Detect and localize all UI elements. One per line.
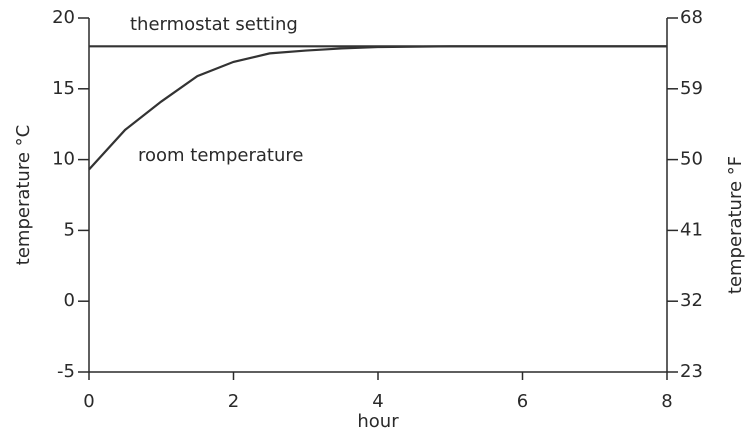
y-tick-label: 10 <box>52 149 75 170</box>
y2-tick-label: 68 <box>680 7 703 28</box>
y-tick-label: 20 <box>52 7 75 28</box>
y2-axis-label: temperature °F <box>725 156 746 294</box>
x-tick-label: 8 <box>661 391 672 412</box>
x-tick-label: 0 <box>83 391 94 412</box>
x-axis-label: hour <box>357 411 399 432</box>
series-line <box>88 45 667 171</box>
y-tick-label: 0 <box>64 290 75 311</box>
y2-tick-label: 41 <box>680 219 703 240</box>
series-label: room temperature <box>138 145 303 166</box>
y2-tick-label: 23 <box>680 361 703 382</box>
series-label: thermostat setting <box>130 14 298 35</box>
y2-tick-label: 59 <box>680 78 703 99</box>
y-axis-label: temperature °C <box>13 125 34 265</box>
x-tick-label: 4 <box>372 391 383 412</box>
y-tick-label: -5 <box>57 361 75 382</box>
y2-tick-label: 50 <box>680 149 703 170</box>
y-tick-label: 15 <box>52 78 75 99</box>
y2-tick-label: 32 <box>680 290 703 311</box>
x-tick-label: 6 <box>517 391 528 412</box>
y-tick-label: 5 <box>64 219 75 240</box>
x-tick-label: 2 <box>228 391 239 412</box>
